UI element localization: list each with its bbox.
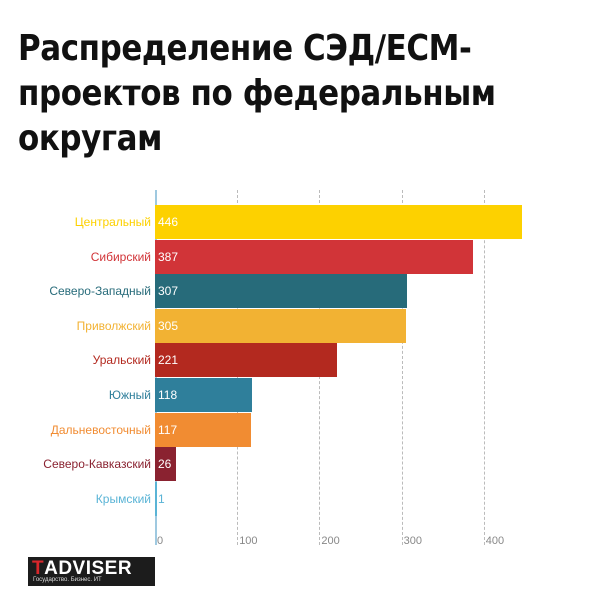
bar [155,274,408,309]
category-label: Северо-Западный [49,284,151,299]
gridline [401,190,403,545]
x-tick-label: 400 [485,535,505,547]
x-tick-label: 100 [239,535,258,547]
bar-value: 1 [158,491,165,506]
logo-name: ADVISER [44,558,133,579]
bar [155,343,337,378]
bar [155,239,474,274]
bar [155,205,522,239]
x-tick-label: 0 [157,535,164,547]
category-label: Центральный [74,215,151,229]
bar [155,447,177,482]
bar-value: 305 [158,318,179,333]
chart-title: Распределение СЭД/ECM- проектов по федер… [18,26,517,161]
bar [155,308,406,343]
category-label: Приволжский [76,318,151,333]
logo-tagline: Государство. Бизнес. ИТ [33,577,102,583]
bar [155,481,157,516]
plot-area: 0 100 200 300 400 446 Центральный 387 Сибирский 3… [43,190,575,547]
title-line-1: Распределение СЭД/ECM- [18,28,472,69]
bar-value: 26 [158,457,172,472]
bar-value: 446 [158,215,179,229]
category-label: Северо-Кавказский [43,457,151,472]
title-line-2: проектов по федеральным [18,73,496,114]
bar [155,378,252,412]
logo-letter: T [32,558,45,579]
category-label: Южный [108,388,151,402]
bar [155,412,252,447]
bar-value: 221 [158,353,179,368]
category-label: Уральский [92,353,151,368]
bar-value: 387 [158,249,179,264]
category-label: Крымский [95,491,151,506]
gridline [483,190,485,545]
x-tick-label: 300 [403,535,422,547]
title-line-3: округам [18,118,162,159]
bar-value: 118 [158,388,178,402]
bar-value: 307 [158,284,179,299]
tadviser-logo: TADVISER Государство. Бизнес. ИТ [28,557,155,586]
bar-value: 117 [158,422,178,437]
category-label: Дальневосточный [50,422,151,437]
x-tick-label: 200 [321,535,340,547]
category-label: Сибирский [90,249,151,264]
